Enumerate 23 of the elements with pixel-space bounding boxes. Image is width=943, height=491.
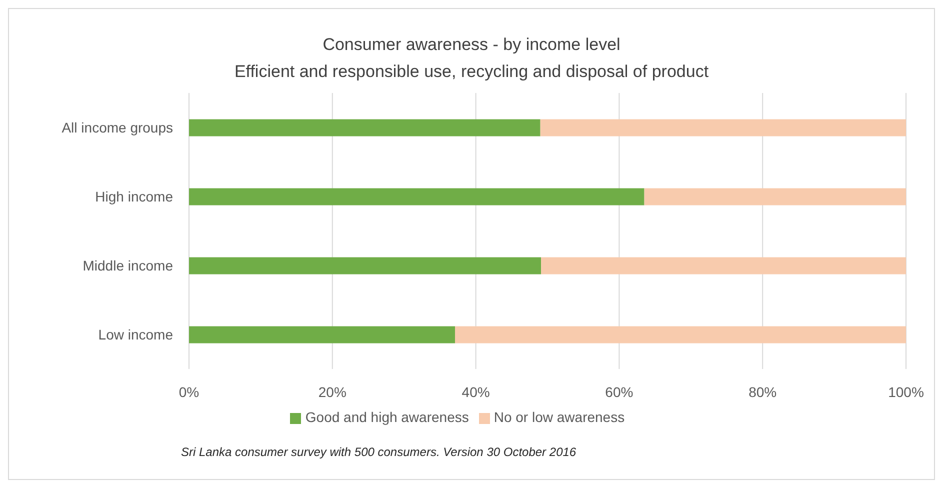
chart-title: Consumer awareness - by income level <box>322 34 622 56</box>
y-tick-label: All income groups <box>62 119 173 136</box>
bar <box>189 188 644 206</box>
x-tick-label: 20% <box>318 384 346 400</box>
legend-label: No or low awareness <box>494 409 625 425</box>
bar <box>644 188 906 206</box>
bar <box>189 119 540 136</box>
bar <box>540 119 906 136</box>
x-tick-label: 60% <box>605 384 634 400</box>
bar <box>541 257 906 274</box>
bar <box>455 326 906 344</box>
y-tick-label: Low income <box>98 326 174 342</box>
x-tick-label: 100% <box>888 384 924 400</box>
chart-subtitle: Efficient and responsible use, recycling and disposal of product <box>233 61 710 83</box>
legend-label: Good and high awareness <box>305 409 469 425</box>
x-tick-label: 0% <box>178 384 200 400</box>
text: Sri Lanka consumer survey with 500 consumers. Version 30 October 2016 <box>181 445 576 459</box>
bar <box>189 257 542 274</box>
y-tick-label: High income <box>95 188 174 204</box>
y-tick-label: Middle income <box>82 257 174 274</box>
bar <box>189 326 456 344</box>
x-tick-label: 80% <box>748 384 777 400</box>
x-tick-label: 40% <box>462 384 490 400</box>
